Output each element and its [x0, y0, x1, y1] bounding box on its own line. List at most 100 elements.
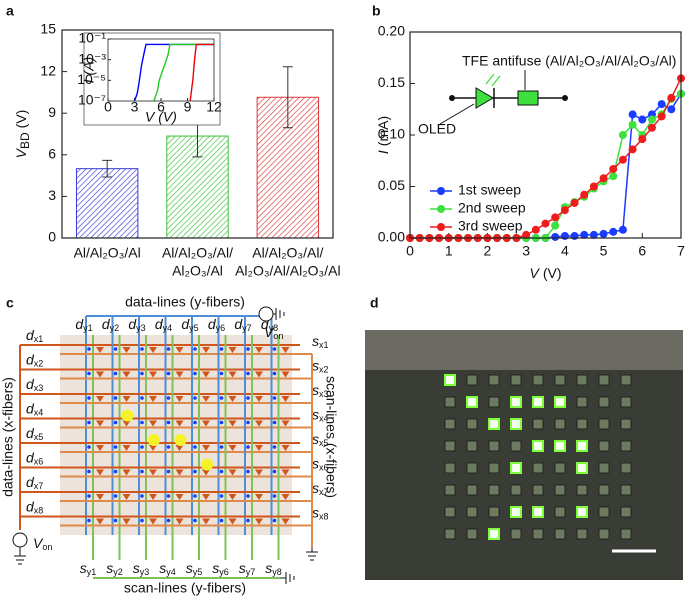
pixel: [598, 396, 610, 408]
marker: [531, 225, 540, 234]
x-tick-label: 4: [561, 243, 569, 259]
symbol: d: [26, 376, 35, 392]
x-tick-label: 6: [638, 243, 646, 259]
lit-pixel: [576, 462, 588, 474]
led: [255, 469, 263, 476]
annotation: TFE antifuse (Al/Al₂O₃/Al/Al₂O₃/Al): [462, 53, 676, 69]
junction: [87, 494, 91, 498]
led: [228, 494, 237, 500]
led: [149, 469, 157, 476]
junction: [219, 469, 224, 474]
junction: [246, 347, 250, 351]
led: [122, 420, 131, 427]
x-tick-label: 1: [445, 243, 453, 259]
inset-y-label: I (A): [81, 57, 97, 83]
subscript: on: [273, 331, 283, 341]
y-tick-label: 6: [48, 146, 56, 162]
symbol: d: [128, 316, 137, 332]
junction: [113, 445, 118, 449]
led: [96, 371, 104, 378]
left-label: dx5: [26, 425, 43, 443]
led: [149, 371, 157, 378]
led: [122, 518, 131, 525]
lit-pixel: [532, 506, 544, 518]
lit-led: [174, 434, 187, 446]
pixel: [488, 506, 500, 518]
junction: [140, 469, 144, 474]
subscript: y6: [216, 323, 226, 333]
pixel: [576, 484, 588, 496]
led: [255, 371, 263, 378]
marker: [609, 227, 618, 236]
junction: [246, 518, 250, 523]
pixel: [444, 440, 456, 452]
left-label: dx2: [26, 351, 43, 369]
marker: [570, 198, 579, 207]
marker: [580, 190, 589, 199]
bottom-label: sy8: [265, 560, 282, 578]
node: [449, 95, 455, 101]
junction: [193, 396, 197, 400]
pixel: [444, 418, 456, 430]
symbol: s: [312, 431, 319, 447]
marker: [560, 206, 569, 215]
junction: [272, 420, 277, 425]
junction: [272, 469, 277, 474]
lit-pixel: [488, 528, 500, 540]
bottom-title: scan-lines (y-fibers): [124, 580, 246, 596]
lit-pixel: [444, 374, 456, 386]
pixel: [466, 418, 478, 430]
y-tick-label: 10⁻⁵: [77, 71, 106, 87]
x-tick-label: 3: [522, 243, 530, 259]
marker: [570, 231, 579, 240]
symbol: I: [375, 150, 391, 154]
inset-line: [189, 43, 214, 102]
y-tick-label: 0.20: [378, 23, 405, 39]
junction: [272, 494, 277, 498]
junction: [87, 420, 91, 425]
marker: [657, 112, 666, 121]
led: [281, 445, 290, 451]
marker: [609, 172, 618, 181]
marker: [618, 131, 627, 139]
unit: (V): [13, 110, 29, 129]
marker: [667, 93, 676, 102]
top-label: dy2: [102, 316, 119, 334]
subscript: y5: [193, 567, 203, 577]
pixel: [466, 374, 478, 386]
ground: [306, 548, 318, 561]
inset-line: [153, 43, 214, 102]
legend-marker: [437, 205, 445, 213]
subscript: x5: [34, 432, 44, 442]
led: [255, 420, 263, 427]
led: [202, 347, 210, 353]
pixel: [620, 374, 632, 386]
symbol: d: [26, 351, 35, 367]
source: [12, 532, 28, 548]
led: [255, 494, 263, 500]
led: [122, 445, 131, 451]
pixel: [554, 484, 566, 496]
pixel: [576, 418, 588, 430]
marker: [580, 230, 589, 239]
inset-axes: [107, 38, 215, 102]
subscript: x6: [319, 463, 329, 473]
pixel: [576, 528, 588, 540]
lit-pixel: [532, 440, 544, 452]
symbol: d: [26, 474, 35, 490]
pixel: [554, 528, 566, 540]
subscript: y7: [242, 323, 252, 333]
marker: [618, 155, 627, 164]
pixel: [620, 418, 632, 430]
led: [202, 445, 210, 451]
left-title: data-lines (x-fibers): [0, 377, 16, 497]
lit-pixel: [554, 440, 566, 452]
led: [175, 371, 184, 378]
led: [175, 518, 184, 525]
symbol: s: [159, 560, 166, 576]
symbol: s: [312, 333, 319, 349]
junction: [193, 518, 197, 523]
junction: [113, 420, 118, 425]
left-label: dx4: [26, 400, 43, 418]
junction: [193, 469, 197, 474]
